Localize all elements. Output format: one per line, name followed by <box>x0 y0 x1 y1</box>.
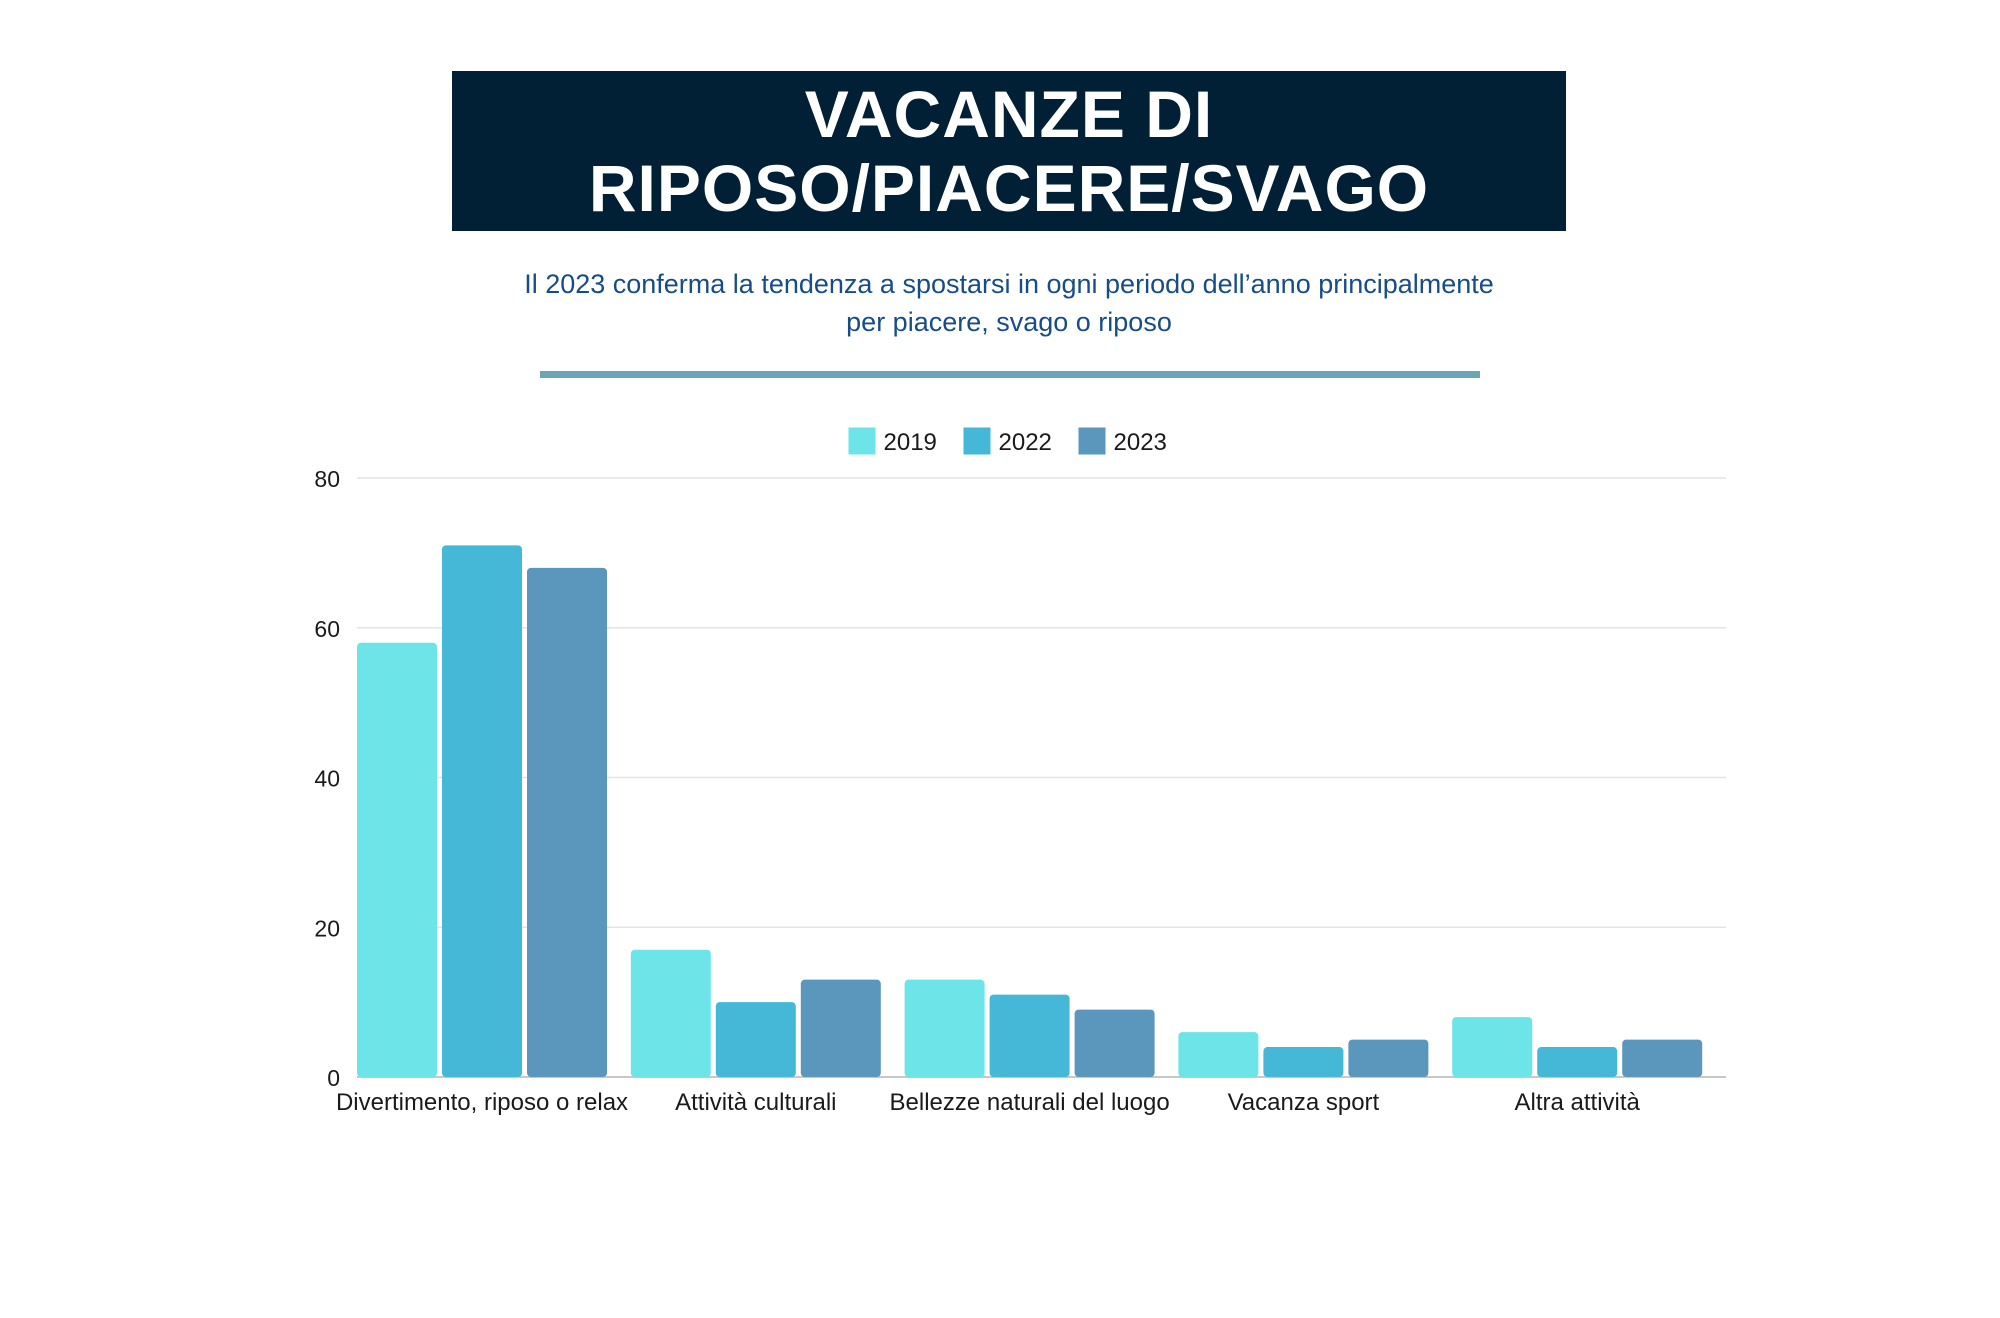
bar-2019-2 <box>630 949 711 1077</box>
legend-swatch-2019 <box>848 427 876 455</box>
bar-2019-3 <box>904 979 985 1077</box>
legend-label-2022: 2022 <box>999 429 1052 456</box>
bar-2022-4 <box>1263 1047 1344 1077</box>
legend-label-2023: 2023 <box>1114 429 1167 456</box>
y-tick-label: 60 <box>314 616 340 642</box>
x-category-label: Altra attività <box>1515 1089 1641 1116</box>
x-category-label: Bellezze naturali del luogo <box>890 1089 1170 1116</box>
title-divider <box>540 371 1480 378</box>
bar-2022-5 <box>1537 1047 1618 1077</box>
chart-title: VACANZE DI RIPOSO/PIACERE/SVAGO <box>588 77 1430 225</box>
y-tick-label: 0 <box>327 1065 340 1091</box>
chart-subtitle: Il 2023 conferma la tendenza a spostarsi… <box>524 269 1494 337</box>
x-category-label: Attività culturali <box>675 1089 836 1116</box>
legend-swatch-2022 <box>963 427 991 455</box>
bar-2023-2 <box>800 979 881 1077</box>
bar-2019-5 <box>1452 1017 1533 1077</box>
bar-2023-4 <box>1348 1039 1429 1077</box>
bar-2019-4 <box>1178 1032 1259 1077</box>
y-tick-label: 80 <box>314 466 340 492</box>
legend-label-2019: 2019 <box>884 429 937 456</box>
y-tick-label: 40 <box>314 766 340 792</box>
x-category-label: Vacanza sport <box>1228 1089 1380 1116</box>
bar-2022-1 <box>442 545 522 1077</box>
bar-2023-1 <box>527 567 607 1077</box>
bar-2022-3 <box>989 994 1070 1077</box>
bar-2022-2 <box>715 1002 796 1077</box>
x-category-label: Divertimento, riposo o relax <box>336 1089 628 1116</box>
title-banner: VACANZE DI RIPOSO/PIACERE/SVAGO <box>452 71 1566 231</box>
legend-swatch-2023 <box>1078 427 1106 455</box>
y-tick-label: 20 <box>314 915 340 941</box>
bar-2023-3 <box>1074 1009 1155 1077</box>
bar-2023-5 <box>1622 1039 1703 1077</box>
bar-2019-1 <box>357 642 437 1077</box>
